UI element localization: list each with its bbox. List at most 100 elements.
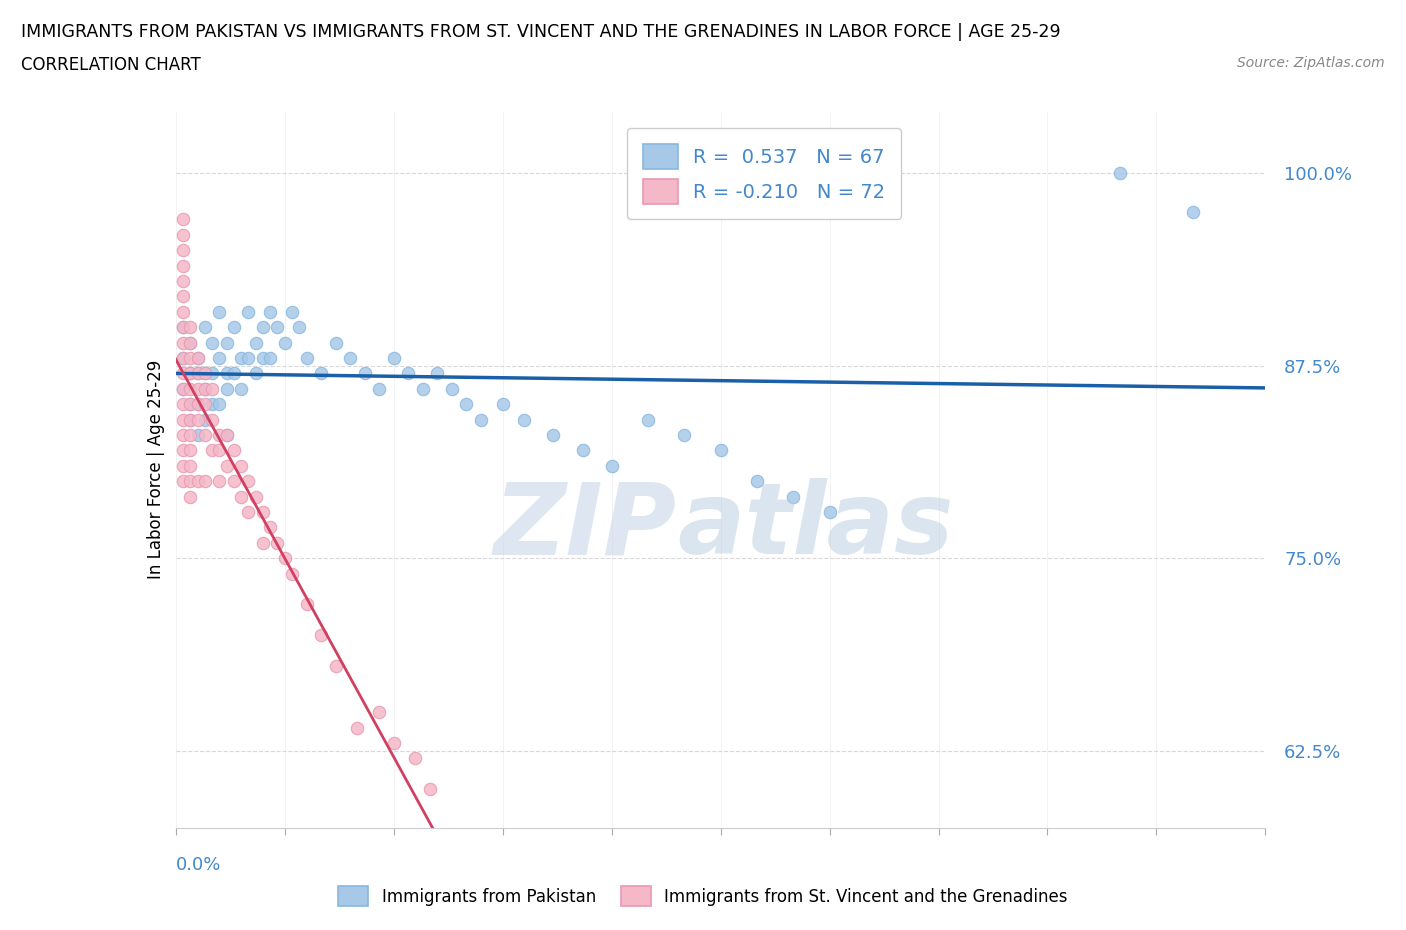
Point [172,458,194,473]
Point [194,320,217,335]
Point [368,705,391,720]
Point [492,397,515,412]
Point [186,351,209,365]
Point [172,428,194,443]
Point [179,366,201,381]
Point [179,381,201,396]
Point [637,412,659,427]
Point [295,597,318,612]
Point [172,289,194,304]
Point [782,489,804,504]
Point [405,751,427,765]
Y-axis label: In Labor Force | Age 25-29: In Labor Force | Age 25-29 [146,360,165,579]
Point [172,227,194,242]
Point [172,397,194,412]
Point [172,273,194,288]
Point [259,520,281,535]
Point [201,366,224,381]
Point [194,428,217,443]
Point [1181,205,1204,219]
Point [172,243,194,258]
Point [172,335,194,350]
Point [208,428,231,443]
Point [186,397,209,412]
Point [215,428,238,443]
Point [222,366,245,381]
Point [172,320,194,335]
Point [201,412,224,427]
Point [281,566,304,581]
Point [215,381,238,396]
Point [179,397,201,412]
Point [186,366,209,381]
Point [238,351,260,365]
Point [179,366,201,381]
Point [179,335,201,350]
Point [426,366,449,381]
Point [201,381,224,396]
Point [179,458,201,473]
Point [281,304,304,319]
Point [252,351,274,365]
Point [194,366,217,381]
Text: ZIP: ZIP [494,478,678,576]
Point [208,473,231,488]
Point [259,304,281,319]
Point [238,505,260,520]
Point [172,304,194,319]
Point [179,397,201,412]
Point [186,381,209,396]
Text: CORRELATION CHART: CORRELATION CHART [21,56,201,73]
Point [186,428,209,443]
Point [1109,166,1132,180]
Point [245,335,267,350]
Point [194,381,217,396]
Point [818,505,841,520]
Point [353,366,375,381]
Point [208,351,231,365]
Point [252,505,274,520]
Point [288,320,311,335]
Point [600,458,623,473]
Point [238,304,260,319]
Point [172,473,194,488]
Legend: Immigrants from Pakistan, Immigrants from St. Vincent and the Grenadines: Immigrants from Pakistan, Immigrants fro… [332,880,1074,912]
Point [208,397,231,412]
Text: atlas: atlas [678,478,953,576]
Point [179,443,201,458]
Point [252,320,274,335]
Point [274,551,297,565]
Point [309,628,332,643]
Point [231,458,253,473]
Point [215,366,238,381]
Point [172,381,194,396]
Point [238,473,260,488]
Point [179,320,201,335]
Point [186,412,209,427]
Point [274,335,297,350]
Point [201,443,224,458]
Text: 0.0%: 0.0% [176,857,221,874]
Point [710,443,733,458]
Point [456,397,478,412]
Point [346,720,368,735]
Point [745,473,768,488]
Point [266,536,288,551]
Point [208,443,231,458]
Point [172,320,194,335]
Point [222,320,245,335]
Point [179,412,201,427]
Point [172,381,194,396]
Point [571,443,593,458]
Point [194,412,217,427]
Point [194,381,217,396]
Point [172,351,194,365]
Point [382,351,405,365]
Point [419,782,441,797]
Point [396,366,419,381]
Legend: R =  0.537   N = 67, R = -0.210   N = 72: R = 0.537 N = 67, R = -0.210 N = 72 [627,128,901,219]
Point [339,351,361,365]
Point [172,259,194,273]
Point [215,335,238,350]
Point [440,381,463,396]
